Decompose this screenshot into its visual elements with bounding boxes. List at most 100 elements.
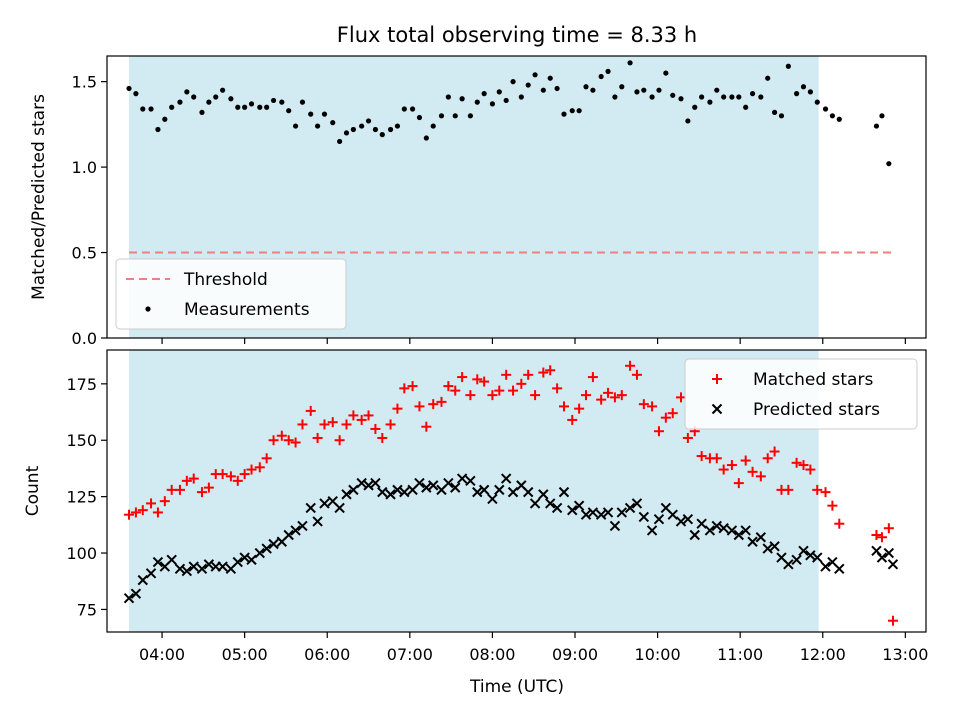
data-point [678,96,684,102]
data-point [248,101,255,107]
data-point [430,123,436,129]
legend-marker [145,306,151,312]
data-point [414,477,425,489]
data-point [363,410,374,421]
data-point [479,376,490,387]
data-point [573,500,585,511]
data-point [749,91,756,97]
data-point [155,126,161,133]
data-point [162,116,168,122]
data-point [545,365,556,376]
data-point [268,435,279,446]
data-point [123,592,135,604]
data-point [478,484,490,496]
data-point [704,525,716,536]
data-point [602,507,614,518]
data-point [199,109,205,115]
data-point [299,99,306,105]
data-point [254,547,265,559]
data-point [308,111,314,117]
data-point [507,486,519,498]
data-point [598,73,604,80]
data-point [755,471,766,482]
data-point [246,554,257,566]
data-point [330,120,336,126]
data-point [401,106,407,112]
data-point [762,543,773,554]
data-point [576,108,582,114]
data-point [268,538,279,550]
y-tick-label: 100 [66,544,97,563]
data-point [822,106,829,112]
data-point [348,410,359,421]
data-point [137,505,148,516]
data-point [181,565,193,577]
data-point [675,392,686,403]
data-point [612,94,618,100]
x-tick-label: 05:00 [222,645,268,664]
x-tick-label: 08:00 [469,645,515,664]
data-point [616,390,627,401]
data-point [385,419,396,430]
data-point [798,545,809,556]
data-point [235,104,241,110]
data-point [489,101,496,107]
data-point [305,405,316,416]
data-point [414,401,425,412]
data-point [459,96,465,102]
data-point [213,94,219,100]
data-point [428,399,439,410]
data-point [762,453,773,464]
data-point [667,408,678,419]
data-point [718,464,729,475]
data-point [605,68,611,74]
data-point [554,85,560,92]
y-tick-label: 125 [66,488,97,507]
data-point [887,559,899,570]
data-point [465,390,476,401]
data-point [217,469,228,480]
data-point [887,615,898,626]
data-point [130,507,141,518]
data-point [365,118,372,124]
data-point [667,509,678,520]
x-tick-label: 13:00 [882,645,928,664]
data-point [625,360,636,371]
y-tick-label: 150 [66,431,97,450]
data-point [785,63,791,69]
data-point [530,390,541,401]
data-point [595,509,607,520]
data-point [820,487,831,498]
data-point [670,92,676,98]
data-point [159,496,170,507]
data-point [508,385,519,396]
data-point [609,392,620,403]
data-point [827,500,838,511]
legend: Threshold Measurements [115,258,347,330]
y-tick-label: 0.5 [72,244,97,263]
data-point [747,466,758,477]
x-tick-label: 09:00 [552,645,598,664]
data-point [319,419,330,430]
data-point [675,516,687,527]
data-point [312,432,323,443]
data-point [653,426,664,437]
legend-box [115,258,347,330]
data-point [184,89,190,95]
data-point [740,455,751,466]
data-point [820,561,831,572]
data-point [217,561,228,572]
data-point [638,399,649,410]
data-point [146,498,157,509]
data-point [261,543,272,554]
data-point [516,378,527,389]
data-point [660,412,671,423]
y-tick-label: 1.5 [72,73,97,92]
data-point [883,523,894,534]
data-point [755,532,767,543]
data-point [876,532,887,543]
data-point [812,484,823,495]
y-tick-label: 75 [77,600,97,619]
data-point [145,568,157,579]
data-point [699,94,705,100]
